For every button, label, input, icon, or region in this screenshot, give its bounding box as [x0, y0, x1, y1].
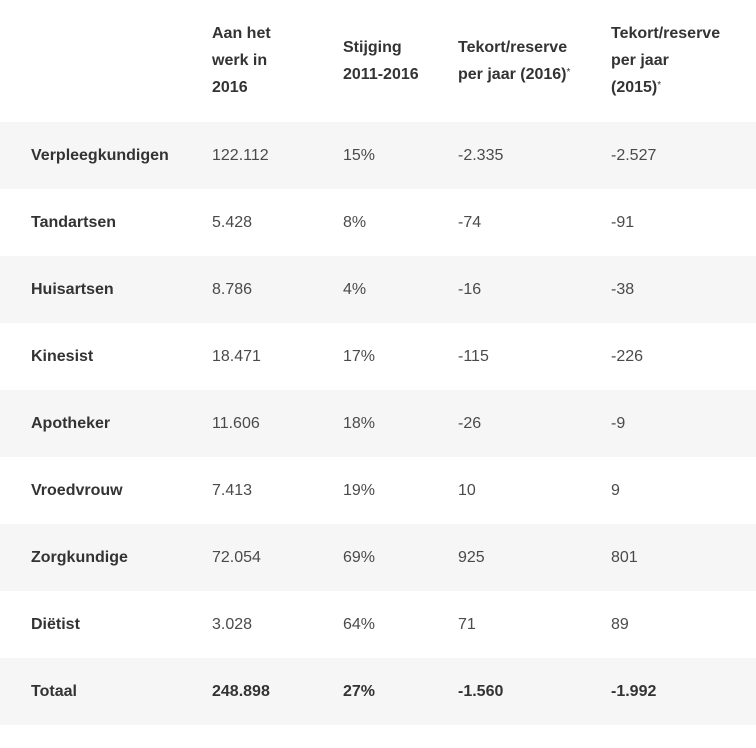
footnote-mark: *: [566, 67, 571, 78]
row-label: Vroedvrouw: [31, 482, 123, 499]
header-line: 2011-2016: [343, 66, 419, 83]
row-label: Huisartsen: [31, 281, 114, 298]
cell-tekort-2015: 9: [611, 482, 620, 499]
cell-stijging: 17%: [343, 348, 376, 365]
header-stijging: Stijging 2011-2016: [343, 34, 453, 88]
cell-tekort-2016: -115: [458, 348, 489, 365]
table-row: Vroedvrouw 7.413 19% 10 9: [0, 457, 756, 524]
table-row: Verpleegkundigen 122.112 15% -2.335 -2.5…: [0, 122, 756, 189]
row-label: Diëtist: [31, 616, 80, 633]
cell-tekort-2016: -1.560: [458, 683, 504, 700]
cell-werk: 8.786: [212, 281, 253, 298]
cell-tekort-2015: 801: [611, 549, 638, 566]
cell-tekort-2015: -91: [611, 214, 635, 231]
row-label: Verpleegkundigen: [31, 147, 169, 164]
cell-tekort-2016: 10: [458, 482, 476, 499]
header-line: 2016: [212, 79, 248, 96]
header-text: per jaar (2016): [458, 66, 567, 83]
table-row: Huisartsen 8.786 4% -16 -38: [0, 256, 756, 323]
cell-tekort-2016: -16: [458, 281, 482, 298]
header-line: per jaar: [611, 52, 669, 69]
header-aan-het-werk: Aan het werk in 2016: [212, 20, 322, 101]
cell-tekort-2016: 71: [458, 616, 476, 633]
cell-stijging: 69%: [343, 549, 376, 566]
data-table: Aan het werk in 2016 Stijging 2011-2016 …: [0, 0, 756, 725]
cell-tekort-2016: -2.335: [458, 147, 504, 164]
cell-werk: 7.413: [212, 482, 253, 499]
cell-stijging: 15%: [343, 147, 376, 164]
row-label: Apotheker: [31, 415, 111, 432]
table-row: Zorgkundige 72.054 69% 925 801: [0, 524, 756, 591]
cell-stijging: 19%: [343, 482, 376, 499]
header-line: Aan het: [212, 25, 271, 42]
row-label: Kinesist: [31, 348, 94, 365]
cell-werk: 11.606: [212, 415, 260, 432]
cell-stijging: 18%: [343, 415, 376, 432]
cell-tekort-2016: 925: [458, 549, 485, 566]
cell-stijging: 4%: [343, 281, 367, 298]
cell-tekort-2015: -1.992: [611, 683, 657, 700]
cell-werk: 122.112: [212, 147, 269, 164]
header-line: Tekort/reserve: [458, 39, 568, 56]
cell-tekort-2015: -38: [611, 281, 635, 298]
table-row: Apotheker 11.606 18% -26 -9: [0, 390, 756, 457]
header-text: (2015): [611, 79, 658, 96]
cell-tekort-2016: -74: [458, 214, 482, 231]
header-line: per jaar (2016)*: [458, 61, 598, 88]
cell-stijging: 64%: [343, 616, 376, 633]
cell-werk: 18.471: [212, 348, 261, 365]
table-row-total: Totaal 248.898 27% -1.560 -1.992: [0, 658, 756, 725]
footnote-mark: *: [657, 80, 662, 91]
header-line: Tekort/reserve: [611, 25, 721, 42]
table-row: Diëtist 3.028 64% 71 89: [0, 591, 756, 658]
cell-stijging: 27%: [343, 683, 376, 700]
cell-tekort-2016: -26: [458, 415, 482, 432]
cell-werk: 72.054: [212, 549, 261, 566]
cell-werk: 248.898: [212, 683, 270, 700]
cell-tekort-2015: 89: [611, 616, 629, 633]
table-row: Kinesist 18.471 17% -115 -226: [0, 323, 756, 390]
row-label: Tandartsen: [31, 214, 117, 231]
cell-werk: 5.428: [212, 214, 253, 231]
row-label: Zorgkundige: [31, 549, 128, 566]
table-row: Tandartsen 5.428 8% -74 -91: [0, 189, 756, 256]
cell-werk: 3.028: [212, 616, 253, 633]
cell-tekort-2015: -2.527: [611, 147, 657, 164]
cell-tekort-2015: -9: [611, 415, 626, 432]
header-tekort-2016: Tekort/reserve per jaar (2016)*: [458, 34, 598, 88]
header-line: Stijging: [343, 39, 402, 56]
row-label: Totaal: [31, 683, 77, 700]
header-line: (2015)*: [611, 74, 751, 101]
header-line: werk in: [212, 52, 268, 69]
header-tekort-2015: Tekort/reserve per jaar (2015)*: [611, 20, 751, 101]
table-header: Aan het werk in 2016 Stijging 2011-2016 …: [0, 0, 756, 122]
cell-tekort-2015: -226: [611, 348, 644, 365]
cell-stijging: 8%: [343, 214, 367, 231]
